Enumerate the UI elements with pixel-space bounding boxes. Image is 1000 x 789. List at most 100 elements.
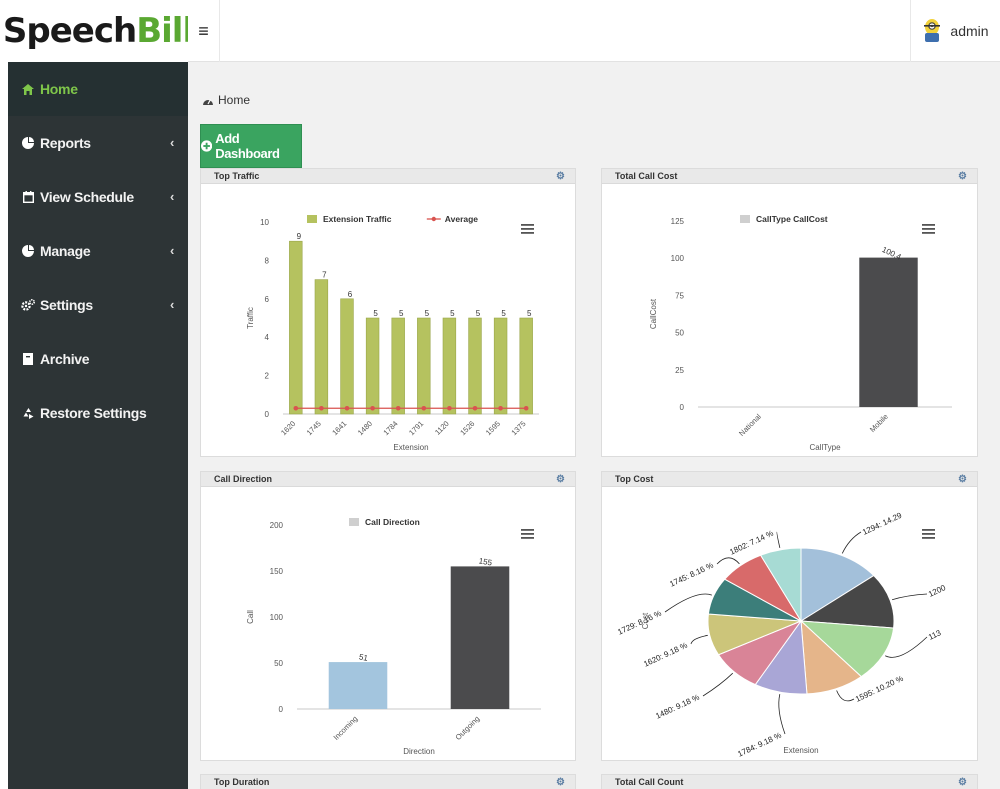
- sidebar-item-reports[interactable]: Reports ‹: [8, 116, 188, 170]
- data-label: 5: [450, 309, 455, 318]
- call-direction-chart: 0 50 100 150 200 Call Direction 51 Incoming 155 Ou…: [246, 517, 541, 756]
- x-tick-label: Outgoing: [454, 714, 482, 742]
- panel-header: Top Duration ⚙: [201, 775, 575, 789]
- y-tick-label: 10: [260, 218, 269, 227]
- y-tick-label: 50: [675, 329, 684, 338]
- average-point: [421, 405, 427, 411]
- sidebar-item-restore-settings[interactable]: Restore Settings: [8, 386, 188, 440]
- x-axis-title: Extension: [393, 443, 428, 452]
- call-direction-panel: Call Direction ⚙ 0 50 100 150 200 Call Directio…: [200, 471, 576, 761]
- data-label: 155: [478, 556, 493, 567]
- pie-chart-icon: [20, 137, 36, 149]
- brand-logo[interactable]: SpeechBill: [3, 0, 194, 62]
- pie-label: 113: [927, 628, 943, 642]
- top-traffic-panel: Top Traffic ⚙ 0 2 4 6 8 10 Traffic Extension 9 162…: [200, 168, 576, 457]
- y-tick-label: 150: [270, 567, 284, 576]
- chart-menu-icon[interactable]: [521, 224, 534, 234]
- y-tick-label: 100: [671, 254, 685, 263]
- sidebar-item-view-schedule[interactable]: View Schedule ‹: [8, 170, 188, 224]
- sidebar-item-label: Restore Settings: [40, 405, 147, 421]
- gear-icon[interactable]: ⚙: [556, 777, 565, 788]
- average-point: [370, 405, 375, 411]
- data-label: 5: [476, 309, 481, 318]
- legend-swatch: [740, 215, 750, 223]
- y-tick-label: 125: [671, 217, 685, 226]
- sidebar-item-label: Manage: [40, 243, 91, 259]
- total-call-count-panel: Total Call Count ⚙: [601, 774, 978, 789]
- dashboard-icon: [203, 98, 213, 105]
- pie-connector: [885, 636, 928, 658]
- chart-menu-icon[interactable]: [922, 529, 935, 539]
- chart-menu-icon[interactable]: [521, 529, 534, 539]
- breadcrumb: Home: [202, 93, 250, 107]
- total-call-cost-panel: Total Call Cost ⚙ 0 25 50 75 100 125 CallCost Ca…: [601, 168, 978, 457]
- chevron-left-icon: ‹: [169, 297, 174, 312]
- bar: [289, 240, 303, 415]
- calendar-icon: [20, 191, 36, 203]
- y-axis-title: Traffic: [246, 307, 255, 329]
- gear-icon[interactable]: ⚙: [958, 171, 967, 182]
- bar: [391, 317, 405, 415]
- sidebar: Home Reports ‹ View Schedule ‹ Manage ‹ …: [8, 62, 188, 789]
- pie-connector: [841, 531, 862, 554]
- data-label: 7: [322, 271, 327, 280]
- x-tick-label: 1375: [509, 419, 527, 437]
- sidebar-item-home[interactable]: Home: [8, 62, 188, 116]
- average-point: [319, 405, 324, 411]
- pie-connector: [836, 690, 855, 702]
- gear-icon[interactable]: ⚙: [958, 777, 967, 788]
- pie-label: 1784: 9.18 %: [736, 731, 783, 759]
- data-label: 5: [501, 309, 506, 318]
- y-axis-title: Call: [246, 610, 255, 624]
- bar: [365, 317, 380, 415]
- pie-label: 1620: 9.18 %: [642, 641, 689, 669]
- pie-connector: [891, 593, 928, 601]
- menu-toggle-button[interactable]: ≡: [188, 0, 220, 62]
- avatar: [924, 19, 941, 42]
- x-tick-label: 1745: [305, 419, 323, 437]
- x-tick-label: 1526: [458, 419, 476, 437]
- gear-icon[interactable]: ⚙: [556, 474, 565, 485]
- average-point: [447, 405, 452, 411]
- chart-menu-icon[interactable]: [922, 224, 935, 234]
- panel-title: Top Duration: [214, 777, 270, 787]
- sidebar-item-label: Reports: [40, 135, 91, 151]
- bar: [519, 317, 533, 415]
- bar: [442, 317, 457, 415]
- y-tick-label: 6: [265, 295, 270, 304]
- y-axis-title: CallCost: [649, 298, 658, 329]
- y-tick-label: 2: [265, 372, 270, 381]
- user-menu[interactable]: admin: [910, 0, 1000, 62]
- add-dashboard-button[interactable]: Add Dashboard: [200, 124, 302, 168]
- pie-connector: [690, 634, 708, 645]
- y-tick-label: 0: [680, 403, 685, 412]
- sidebar-item-archive[interactable]: Archive: [8, 332, 188, 386]
- gears-icon: [20, 299, 36, 311]
- average-point: [395, 405, 401, 411]
- gear-icon[interactable]: ⚙: [958, 474, 967, 485]
- top-cost-chart: 1294: 14.29 1200 113 1595: 10.20 % 1784: 9.1…: [616, 511, 947, 759]
- top-traffic-chart: 0 2 4 6 8 10 Traffic Extension 9 1620 7 1745 6 1641 5 1…: [246, 214, 539, 452]
- y-tick-label: 25: [675, 366, 684, 375]
- bar: [450, 566, 510, 709]
- sidebar-item-label: Home: [40, 81, 78, 97]
- x-tick-label: 1641: [330, 419, 348, 437]
- pie-label: 1480: 9.18 %: [654, 693, 701, 721]
- gear-icon[interactable]: ⚙: [556, 171, 565, 182]
- x-tick-label: National: [737, 412, 763, 438]
- panel-title: Call Direction: [214, 474, 273, 484]
- bar: [314, 279, 329, 415]
- sidebar-item-settings[interactable]: Settings ‹: [8, 278, 188, 332]
- breadcrumb-home-link[interactable]: Home: [218, 93, 251, 107]
- y-tick-label: 200: [270, 521, 284, 530]
- panel-title: Top Cost: [615, 474, 654, 484]
- legend-label: Extension Traffic: [323, 214, 392, 224]
- average-point: [472, 405, 478, 411]
- x-tick-label: 1620: [279, 419, 297, 437]
- add-dashboard-label: Add Dashboard: [215, 131, 280, 161]
- x-tick-label: 1595: [484, 419, 502, 437]
- data-label: 51: [358, 652, 369, 663]
- sidebar-item-manage[interactable]: Manage ‹: [8, 224, 188, 278]
- chevron-left-icon: ‹: [169, 189, 174, 204]
- data-label: 5: [399, 309, 404, 318]
